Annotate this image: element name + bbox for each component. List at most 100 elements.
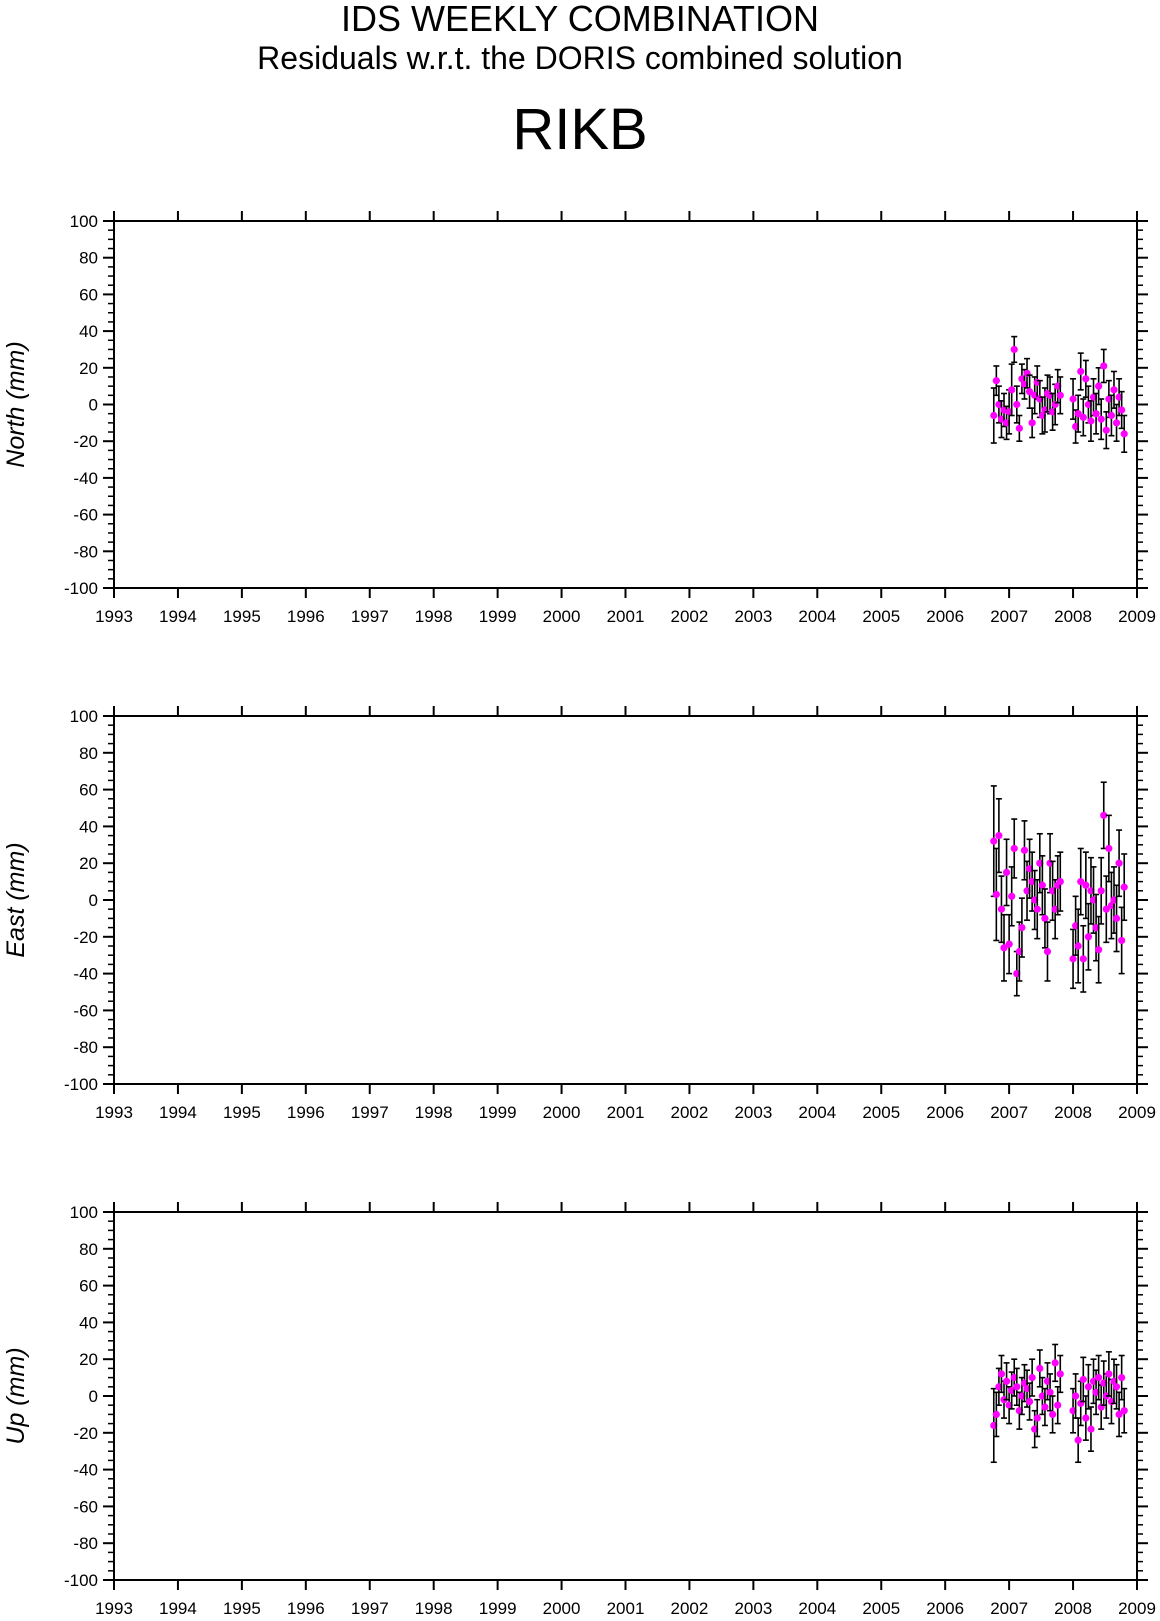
data-point [1095,1374,1103,1382]
x-tick-label: 2009 [1118,1599,1156,1618]
x-tick-label: 2001 [607,1599,645,1618]
y-tick-label: -40 [73,469,98,488]
y-tick-label: -80 [73,1534,98,1553]
y-tick-label: 20 [79,854,98,873]
y-tick-label: 60 [79,1277,98,1296]
data-point [1087,1425,1095,1433]
y-axis-label: East (mm) [2,842,30,957]
x-tick-label: 1996 [287,1599,325,1618]
data-point [1095,382,1103,390]
data-point [1097,415,1105,423]
data-point [1069,955,1077,963]
y-tick-label: -100 [64,579,98,598]
data-point [992,1410,1000,1418]
data-point [1028,419,1036,427]
x-tick-label: 1996 [287,607,325,626]
x-tick-label: 1997 [351,1599,389,1618]
data-point [1105,1370,1113,1378]
data-point [1002,1377,1011,1385]
x-tick-label: 1995 [223,1599,261,1618]
data-point [997,905,1006,913]
x-tick-label: 1993 [95,1599,133,1618]
y-tick-label: 0 [89,396,98,415]
data-point [1097,887,1105,895]
data-point [1100,362,1108,370]
y-tick-label: 100 [70,707,98,726]
data-point [1005,940,1013,948]
data-point [1043,947,1052,956]
data-point [1010,345,1018,354]
data-point [1038,881,1046,889]
data-point [1041,914,1049,923]
x-tick-label: 1997 [351,1103,389,1122]
data-point [1015,424,1023,432]
x-tick-label: 1995 [223,1103,261,1122]
data-point [1069,395,1077,403]
y-tick-label: -20 [73,432,98,451]
data-point [1074,410,1082,418]
data-point [1010,844,1018,853]
x-tick-label: 2002 [671,1103,709,1122]
x-tick-label: 2009 [1118,607,1156,626]
x-tick-label: 1994 [159,607,197,626]
data-point [1033,1414,1041,1422]
y-tick-label: -100 [64,1075,98,1094]
y-axis-label: North (mm) [2,341,30,467]
data-point [1077,367,1085,376]
x-tick-label: 2007 [990,1103,1028,1122]
y-tick-label: 40 [79,1313,98,1332]
data-point [992,377,1000,385]
y-tick-label: 0 [89,891,98,910]
data-point [1028,1374,1036,1382]
y-tick-label: -20 [73,928,98,947]
y-tick-label: 20 [79,359,98,378]
x-tick-label: 2008 [1054,1103,1092,1122]
x-tick-label: 2005 [862,1103,900,1122]
x-tick-label: 2005 [862,1599,900,1618]
data-point [1102,905,1110,913]
x-tick-label: 2004 [798,1599,836,1618]
x-tick-label: 2006 [926,1599,964,1618]
data-point [1074,1436,1082,1444]
x-tick-label: 1993 [95,607,133,626]
data-point [1008,892,1016,900]
data-point [1100,811,1108,819]
data-point [1033,905,1041,913]
plot-frame [113,220,1138,589]
y-tick-label: -40 [73,1461,98,1480]
data-point [1077,878,1085,886]
data-point [1112,914,1121,923]
y-tick-label: 80 [79,1240,98,1259]
data-point [1112,419,1121,427]
x-tick-label: 2006 [926,607,964,626]
y-tick-label: -60 [73,1001,98,1020]
data-point [1056,878,1064,886]
data-point [1120,1407,1128,1415]
x-tick-label: 2006 [926,1103,964,1122]
data-point [1118,406,1126,414]
chart-title: IDS WEEKLY COMBINATION [340,0,820,39]
data-point [1008,386,1016,394]
data-point [992,890,1000,899]
data-point [1054,1401,1062,1409]
y-tick-label: 40 [79,817,98,836]
y-tick-label: 100 [70,1203,98,1222]
x-tick-label: 2003 [734,607,772,626]
data-point [995,832,1003,840]
data-point [1107,411,1116,420]
y-tick-label: 20 [79,1350,98,1369]
data-point [1092,410,1100,418]
y-tick-label: 80 [79,744,98,763]
x-tick-label: 1995 [223,607,261,626]
data-point [1102,426,1110,434]
y-tick-label: 60 [79,285,98,304]
y-tick-label: -80 [73,542,98,561]
y-tick-label: -100 [64,1571,98,1590]
x-tick-label: 2003 [734,1599,772,1618]
data-point [1018,924,1026,932]
data-point [1013,1383,1021,1391]
data-point [1079,1375,1087,1384]
y-tick-label: 80 [79,249,98,268]
data-point [1112,1383,1121,1391]
x-tick-label: 2000 [543,1103,581,1122]
